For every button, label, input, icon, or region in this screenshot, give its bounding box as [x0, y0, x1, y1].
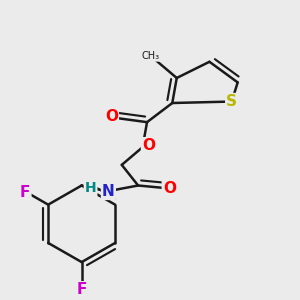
Text: O: O: [105, 109, 118, 124]
Text: O: O: [142, 138, 155, 153]
Text: F: F: [20, 185, 30, 200]
Text: N: N: [102, 184, 115, 199]
Text: CH₃: CH₃: [142, 51, 160, 61]
Text: S: S: [226, 94, 237, 109]
Text: F: F: [76, 282, 87, 297]
Text: H: H: [85, 182, 96, 195]
Text: O: O: [163, 181, 176, 196]
